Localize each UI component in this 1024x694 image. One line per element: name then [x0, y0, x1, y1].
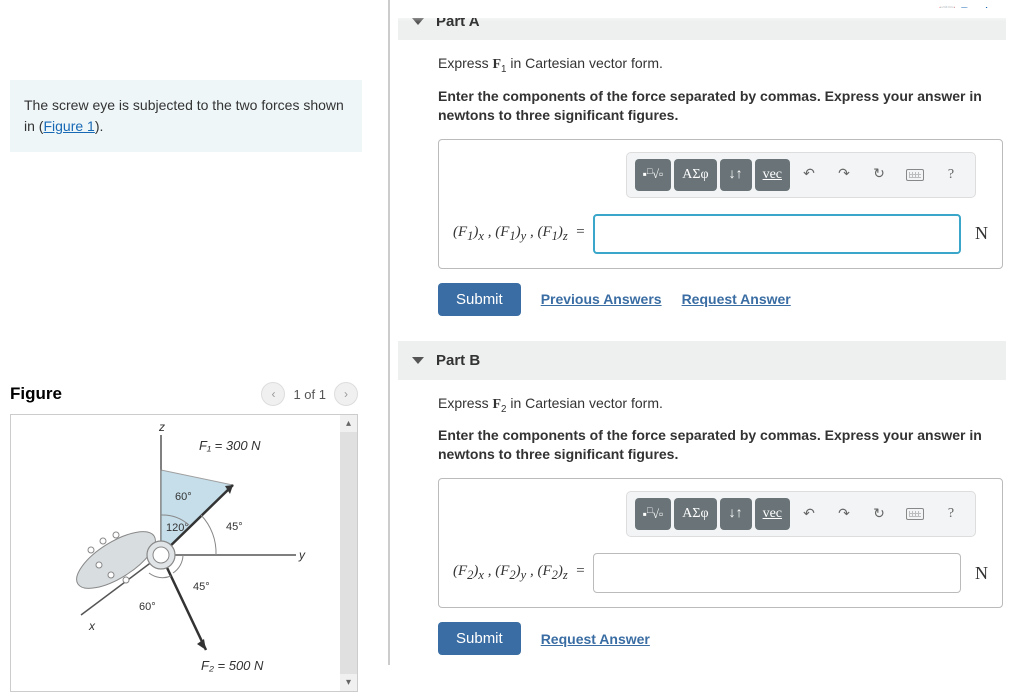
part-b-var-label: (F2)x , (F2)y , (F2)z =: [453, 563, 585, 583]
keyboard-button[interactable]: [898, 159, 932, 191]
figure-svg: z y x F₁ = 300 N F₂ = 500 N 60: [11, 415, 341, 691]
greek-button[interactable]: ΑΣφ: [674, 159, 716, 191]
updown-button[interactable]: ↓↑: [720, 159, 752, 191]
templates-button[interactable]: ▪□√▫: [635, 498, 672, 530]
part-b-unit: N: [975, 563, 988, 584]
part-b-input-row: (F2)x , (F2)y , (F2)z = N: [453, 553, 988, 593]
part-b-bold-instruction: Enter the components of the force separa…: [438, 426, 1006, 464]
instr-pre-a: Express: [438, 55, 492, 71]
part-b-answer-box: ▪□√▫ ΑΣφ ↓↑ vec ↶ ↷ ↻ ? (F2)x , (F2)y , …: [438, 478, 1003, 608]
figure-prev-button[interactable]: ‹: [261, 382, 285, 406]
angle-60b: 60°: [139, 601, 156, 613]
vec-button[interactable]: vec: [755, 159, 790, 191]
right-panel: 📖 Review Part A Express F1 in Cartesian …: [398, 0, 1016, 665]
axis-x-label: x: [88, 619, 96, 633]
figure-title: Figure: [10, 384, 62, 404]
part-b-header[interactable]: Part B: [398, 341, 1006, 380]
keyboard-icon: [906, 508, 924, 520]
figure-counter: 1 of 1: [293, 387, 326, 402]
left-panel: The screw eye is subjected to the two fo…: [10, 0, 380, 665]
part-a-instruction: Express F1 in Cartesian vector form.: [438, 55, 1006, 75]
redo-button[interactable]: ↷: [828, 159, 860, 191]
angle-120: 120°: [166, 522, 189, 534]
figure-header: Figure ‹ 1 of 1 ›: [10, 382, 358, 406]
angle-60a: 60°: [175, 491, 192, 503]
part-a-answer-input[interactable]: [593, 214, 961, 254]
axis-y-label: y: [298, 548, 306, 562]
f2-label: F₂ = 500 N: [201, 658, 264, 673]
f1-symbol: F: [492, 57, 501, 72]
part-b-actions: Submit Request Answer: [438, 622, 1006, 655]
redo-button[interactable]: ↷: [828, 498, 860, 530]
part-a-actions: Submit Previous Answers Request Answer: [438, 283, 1006, 316]
part-a-answer-box: ▪□√▫ ΑΣφ ↓↑ vec ↶ ↷ ↻ ? (F1)x , (F1)y , …: [438, 139, 1003, 269]
figure-viewport: z y x F₁ = 300 N F₂ = 500 N 60: [10, 414, 358, 692]
problem-text-post: ).: [95, 118, 104, 134]
reset-button[interactable]: ↻: [863, 159, 895, 191]
scroll-thumb[interactable]: [340, 432, 357, 676]
scroll-down-button[interactable]: ▾: [340, 674, 357, 691]
part-a-unit: N: [975, 223, 988, 244]
templates-button[interactable]: ▪□√▫: [635, 159, 672, 191]
part-a-request-answer-link[interactable]: Request Answer: [682, 291, 791, 307]
instr-pre-b: Express: [438, 395, 492, 411]
f2-symbol: F: [492, 397, 501, 412]
equation-toolbar-a: ▪□√▫ ΑΣφ ↓↑ vec ↶ ↷ ↻ ?: [626, 152, 976, 198]
part-b-title: Part B: [436, 352, 480, 369]
angle-45b: 45°: [193, 581, 210, 593]
angle-45a: 45°: [226, 521, 243, 533]
part-b-request-answer-link[interactable]: Request Answer: [541, 631, 650, 647]
part-b-answer-input[interactable]: [593, 553, 961, 593]
caret-icon: [412, 357, 424, 364]
updown-button[interactable]: ↓↑: [720, 498, 752, 530]
reset-button[interactable]: ↻: [863, 498, 895, 530]
part-a-var-label: (F1)x , (F1)y , (F1)z =: [453, 224, 585, 244]
caret-icon: [412, 18, 424, 25]
axis-z-label: z: [158, 420, 165, 434]
figure-next-button[interactable]: ›: [334, 382, 358, 406]
part-b-instruction: Express F2 in Cartesian vector form.: [438, 395, 1006, 415]
part-b-body: Express F2 in Cartesian vector form. Ent…: [398, 395, 1006, 665]
equation-toolbar-b: ▪□√▫ ΑΣφ ↓↑ vec ↶ ↷ ↻ ?: [626, 491, 976, 537]
figure-nav: ‹ 1 of 1 ›: [261, 382, 358, 406]
part-a-bold-instruction: Enter the components of the force separa…: [438, 87, 1006, 125]
figure-link[interactable]: Figure 1: [43, 118, 94, 134]
part-a-input-row: (F1)x , (F1)y , (F1)z = N: [453, 214, 988, 254]
figure-scrollbar[interactable]: ▴ ▾: [340, 415, 357, 691]
problem-statement: The screw eye is subjected to the two fo…: [10, 80, 362, 152]
instr-post-a: in Cartesian vector form.: [506, 55, 662, 71]
panel-divider: [388, 0, 390, 665]
part-a-header[interactable]: Part A: [398, 10, 1006, 40]
part-a-previous-answers-link[interactable]: Previous Answers: [541, 291, 662, 307]
keyboard-icon: [906, 169, 924, 181]
vec-button[interactable]: vec: [755, 498, 790, 530]
f1-label: F₁ = 300 N: [199, 438, 261, 453]
undo-button[interactable]: ↶: [793, 498, 825, 530]
keyboard-button[interactable]: [898, 498, 932, 530]
instr-post-b: in Cartesian vector form.: [506, 395, 662, 411]
help-button[interactable]: ?: [935, 498, 967, 530]
undo-button[interactable]: ↶: [793, 159, 825, 191]
part-a-body: Express F1 in Cartesian vector form. Ent…: [398, 55, 1006, 341]
scroll-up-button[interactable]: ▴: [340, 415, 357, 432]
part-b-submit-button[interactable]: Submit: [438, 622, 521, 655]
help-button[interactable]: ?: [935, 159, 967, 191]
part-a-submit-button[interactable]: Submit: [438, 283, 521, 316]
greek-button[interactable]: ΑΣφ: [674, 498, 716, 530]
